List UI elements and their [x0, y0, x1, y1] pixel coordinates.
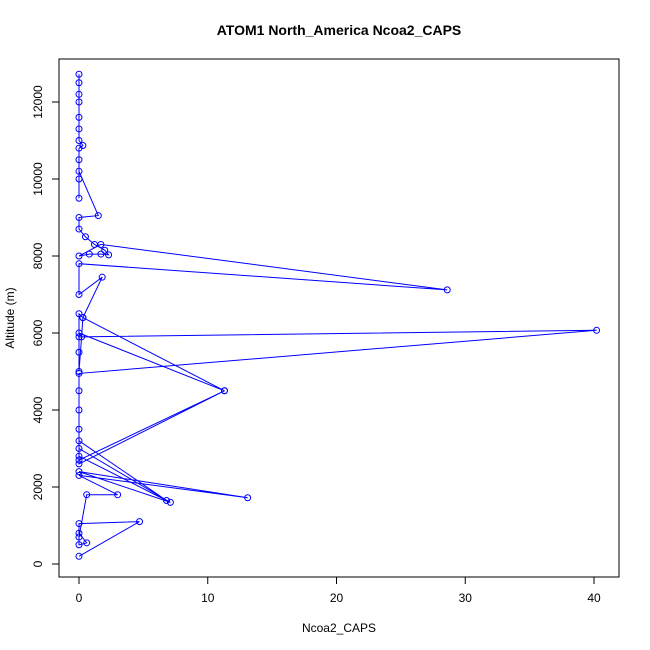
x-tick-label: 10	[201, 591, 215, 605]
data-point	[75, 445, 83, 452]
x-tick-label: 20	[330, 591, 344, 605]
y-axis-label: Altitude (m)	[3, 287, 17, 348]
data-point	[75, 79, 83, 87]
data-point	[593, 326, 601, 334]
data-point	[75, 460, 83, 468]
data-point	[81, 233, 89, 241]
data-point	[75, 369, 83, 377]
y-tick-label: 10000	[31, 162, 45, 196]
data-point	[79, 142, 87, 150]
data-point	[163, 496, 171, 504]
data-point	[75, 406, 83, 414]
data-point	[75, 175, 83, 183]
data-point	[75, 137, 83, 144]
data-point	[220, 387, 228, 395]
data-point	[75, 452, 83, 460]
data-point	[75, 260, 83, 268]
data-point	[90, 240, 98, 248]
series-line	[78, 74, 597, 557]
x-axis: 0 10 20 30 40	[76, 576, 601, 605]
x-tick-label: 30	[459, 591, 473, 605]
data-point	[79, 314, 87, 322]
y-tick-label: 2000	[31, 473, 45, 500]
x-tick-label: 0	[76, 591, 83, 605]
data-point	[75, 125, 83, 133]
x-axis-label: Ncoa2_CAPS	[302, 621, 376, 635]
chart-title: ATOM1 North_America Ncoa2_CAPS	[217, 22, 462, 38]
data-point	[94, 212, 102, 220]
data-point	[443, 286, 451, 294]
data-point	[75, 471, 83, 479]
data-point	[75, 387, 83, 395]
data-point	[75, 437, 83, 445]
data-point	[83, 539, 91, 547]
data-point	[75, 98, 83, 106]
data-point	[166, 498, 174, 506]
data-point	[97, 250, 105, 258]
y-tick-label: 0	[31, 560, 45, 567]
data-point	[75, 194, 83, 202]
plot-frame	[58, 58, 620, 578]
data-point	[75, 310, 83, 318]
data-point	[75, 167, 83, 175]
data-point	[75, 113, 83, 121]
data-point	[75, 333, 83, 341]
series-layer	[75, 70, 601, 560]
y-tick-label: 4000	[31, 396, 45, 423]
data-point	[244, 494, 252, 502]
data-point	[105, 251, 113, 259]
data-point	[75, 456, 83, 464]
data-point	[75, 520, 83, 528]
data-point	[75, 214, 83, 221]
data-point	[75, 541, 83, 549]
data-point	[101, 246, 109, 254]
y-tick-label: 6000	[31, 319, 45, 346]
data-point	[75, 156, 83, 164]
data-point	[75, 348, 83, 356]
y-axis: 0 2000 4000 6000 8000 10000 12000	[31, 85, 60, 567]
data-point	[75, 368, 83, 375]
data-point	[75, 533, 83, 541]
data-point	[75, 529, 83, 537]
data-point	[114, 491, 122, 499]
data-point	[75, 291, 83, 298]
data-point	[75, 252, 83, 260]
data-point	[75, 425, 83, 433]
data-point	[75, 329, 83, 337]
data-point	[75, 225, 83, 233]
data-point	[75, 70, 83, 78]
data-point	[98, 273, 106, 281]
data-point	[75, 552, 83, 560]
data-point	[83, 491, 91, 499]
data-point	[85, 250, 93, 258]
data-point	[75, 90, 83, 98]
data-point	[75, 468, 83, 476]
y-tick-label: 8000	[31, 242, 45, 269]
y-tick-label: 12000	[31, 85, 45, 119]
data-point	[136, 518, 144, 526]
x-tick-label: 40	[587, 591, 601, 605]
